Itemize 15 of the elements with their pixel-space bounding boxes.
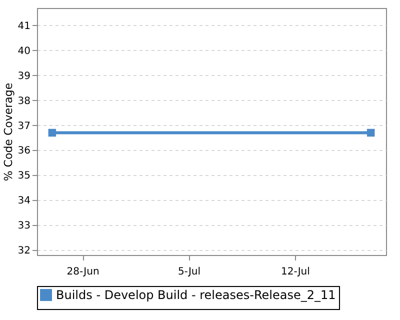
y-tick-label: 36 (18, 146, 30, 157)
y-tick-label: 38 (18, 96, 30, 107)
x-tick-label: 5-Jul (178, 266, 201, 278)
x-tick-label: 12-Jul (280, 266, 310, 278)
y-tick-label: 39 (18, 70, 30, 82)
y-tick-label: 32 (18, 246, 30, 257)
legend-label: Builds - Develop Build - releases-Release_2_11 (56, 288, 336, 302)
y-tick-label: 41 (18, 20, 30, 32)
x-tick-label: 28-Jun (66, 266, 100, 278)
y-axis-title: % Code Coverage (2, 82, 15, 182)
y-tick-label: 34 (18, 196, 30, 207)
y-tick-label: 33 (18, 220, 30, 232)
y-tick-label: 35 (18, 170, 30, 182)
y-tick-label: 40 (18, 46, 30, 57)
y-tick-label: 37 (18, 120, 30, 132)
